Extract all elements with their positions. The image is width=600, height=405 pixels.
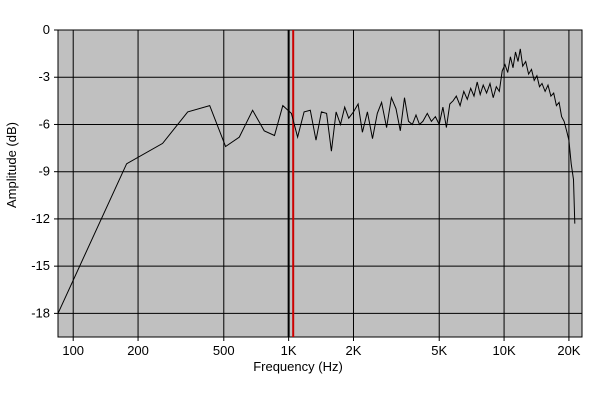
y-tick-label: -3 [38,69,50,84]
y-tick-label: -9 [38,164,50,179]
frequency-markers [287,30,295,337]
x-axis-label: Frequency (Hz) [253,359,343,374]
grid-lines [54,29,582,341]
x-tick-label: 2K [346,343,362,358]
x-tick-labels: 100 200 500 1K 2K 5K 10K 20K [62,343,580,358]
y-tick-label: 0 [43,22,50,37]
y-tick-label: -12 [31,211,50,226]
x-tick-label: 5K [431,343,447,358]
y-tick-label: -15 [31,258,50,273]
x-tick-label: 100 [62,343,84,358]
x-tick-label: 1K [281,343,297,358]
x-tick-label: 500 [213,343,235,358]
y-tick-labels: 0 -3 -6 -9 -12 -15 -18 [31,22,50,320]
x-tick-label: 200 [127,343,149,358]
x-tick-label: 20K [557,343,580,358]
y-tick-label: -18 [31,305,50,320]
series-line [57,48,576,314]
y-axis-label: Amplitude (dB) [4,122,19,208]
y-tick-label: -6 [38,116,50,131]
series-group [57,48,576,314]
x-tick-label: 10K [493,343,516,358]
plot-area [57,29,583,338]
